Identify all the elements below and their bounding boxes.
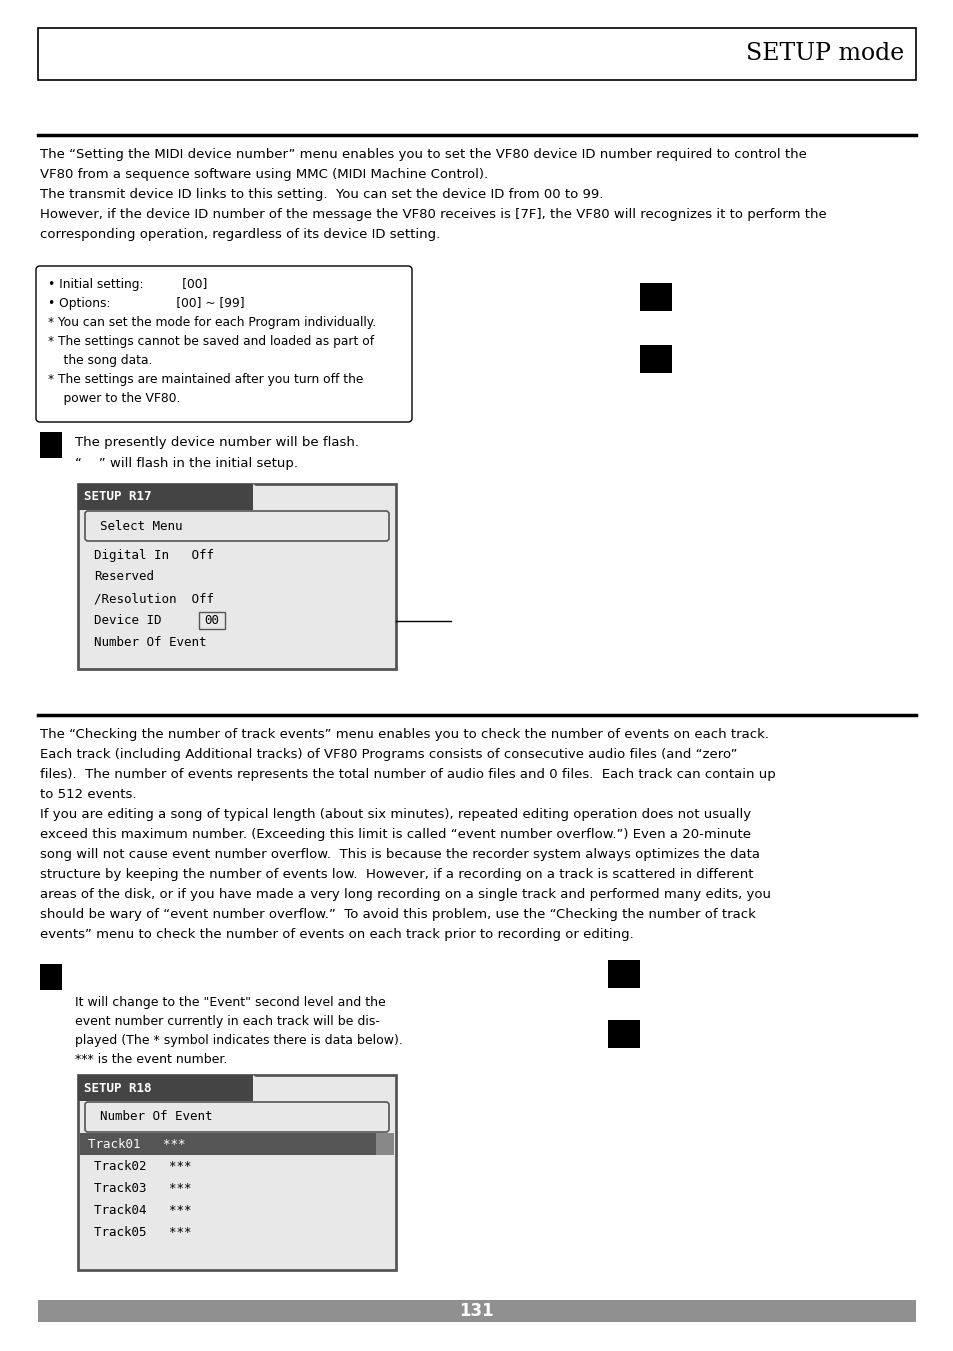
Text: Select Menu: Select Menu (100, 520, 182, 532)
Text: played (The * symbol indicates there is data below).: played (The * symbol indicates there is … (75, 1034, 402, 1047)
Text: SETUP mode: SETUP mode (745, 42, 903, 65)
Bar (40, 432, 62, 458)
Text: *** is the event number.: *** is the event number. (75, 1052, 227, 1066)
Text: song will not cause event number overflow.  This is because the recorder system : song will not cause event number overflo… (40, 848, 760, 861)
Bar (607, 1020, 639, 1048)
Text: * The settings are maintained after you turn off the: * The settings are maintained after you … (48, 373, 363, 386)
Text: Track04   ***: Track04 *** (94, 1204, 192, 1216)
Text: “    ” will flash in the initial setup.: “ ” will flash in the initial setup. (75, 457, 297, 470)
Text: • Options:                 [00] ~ [99]: • Options: [00] ~ [99] (48, 297, 244, 309)
Text: It will change to the "Event" second level and the: It will change to the "Event" second lev… (75, 996, 385, 1009)
Polygon shape (253, 484, 271, 509)
Text: event number currently in each track will be dis-: event number currently in each track wil… (75, 1015, 379, 1028)
Text: exceed this maximum number. (Exceeding this limit is called “event number overfl: exceed this maximum number. (Exceeding t… (40, 828, 750, 842)
Text: However, if the device ID number of the message the VF80 receives is [7F], the V: However, if the device ID number of the … (40, 208, 826, 222)
Text: Number Of Event: Number Of Event (100, 1111, 213, 1124)
Bar (607, 961, 639, 988)
Bar (375, 1133, 394, 1155)
FancyBboxPatch shape (36, 266, 412, 422)
Bar (40, 965, 62, 990)
Text: • Initial setting:          [00]: • Initial setting: [00] (48, 278, 207, 290)
Text: Track02   ***: Track02 *** (94, 1159, 192, 1173)
Text: to 512 events.: to 512 events. (40, 788, 136, 801)
Text: Track05   ***: Track05 *** (94, 1225, 192, 1239)
Text: /Resolution  Off: /Resolution Off (94, 593, 213, 605)
Text: structure by keeping the number of events low.  However, if a recording on a tra: structure by keeping the number of event… (40, 867, 753, 881)
Bar (78, 1075, 395, 1270)
Text: SETUP R18: SETUP R18 (84, 1082, 152, 1094)
Bar (78, 1075, 253, 1101)
Text: * You can set the mode for each Program individually.: * You can set the mode for each Program … (48, 316, 375, 330)
Text: The presently device number will be flash.: The presently device number will be flas… (75, 436, 358, 449)
Text: Track03   ***: Track03 *** (94, 1182, 192, 1194)
Text: VF80 from a sequence software using MMC (MIDI Machine Control).: VF80 from a sequence software using MMC … (40, 168, 488, 181)
Text: * The settings cannot be saved and loaded as part of: * The settings cannot be saved and loade… (48, 335, 374, 349)
Text: Device ID: Device ID (94, 615, 192, 627)
Text: The “Checking the number of track events” menu enables you to check the number o: The “Checking the number of track events… (40, 728, 768, 740)
Bar (78, 484, 253, 509)
Bar (639, 345, 671, 373)
Bar (80, 1133, 375, 1155)
FancyBboxPatch shape (85, 511, 389, 540)
Text: If you are editing a song of typical length (about six minutes), repeated editin: If you are editing a song of typical len… (40, 808, 750, 821)
Text: Number Of Event: Number Of Event (94, 636, 206, 650)
Text: SETUP R17: SETUP R17 (84, 490, 152, 504)
Text: corresponding operation, regardless of its device ID setting.: corresponding operation, regardless of i… (40, 228, 439, 240)
Text: The “Setting the MIDI device number” menu enables you to set the VF80 device ID : The “Setting the MIDI device number” men… (40, 149, 806, 161)
Text: 131: 131 (459, 1302, 494, 1320)
Bar (639, 282, 671, 311)
Text: Digital In   Off: Digital In Off (94, 549, 213, 562)
Bar (38, 1300, 915, 1323)
Text: Track01   ***: Track01 *** (88, 1138, 185, 1151)
Text: the song data.: the song data. (48, 354, 152, 367)
Text: Reserved: Reserved (94, 570, 153, 584)
Text: files).  The number of events represents the total number of audio files and 0 f: files). The number of events represents … (40, 767, 775, 781)
Polygon shape (253, 1075, 271, 1101)
Text: power to the VF80.: power to the VF80. (48, 392, 180, 405)
Text: events” menu to check the number of events on each track prior to recording or e: events” menu to check the number of even… (40, 928, 633, 942)
FancyBboxPatch shape (85, 1102, 389, 1132)
Text: areas of the disk, or if you have made a very long recording on a single track a: areas of the disk, or if you have made a… (40, 888, 770, 901)
Text: 00: 00 (204, 615, 219, 627)
Text: should be wary of “event number overflow.”  To avoid this problem, use the “Chec: should be wary of “event number overflow… (40, 908, 755, 921)
Bar (78, 484, 395, 669)
Bar (38, 28, 915, 80)
Bar (199, 612, 225, 630)
Text: Each track (including Additional tracks) of VF80 Programs consists of consecutiv: Each track (including Additional tracks)… (40, 748, 737, 761)
Text: The transmit device ID links to this setting.  You can set the device ID from 00: The transmit device ID links to this set… (40, 188, 602, 201)
